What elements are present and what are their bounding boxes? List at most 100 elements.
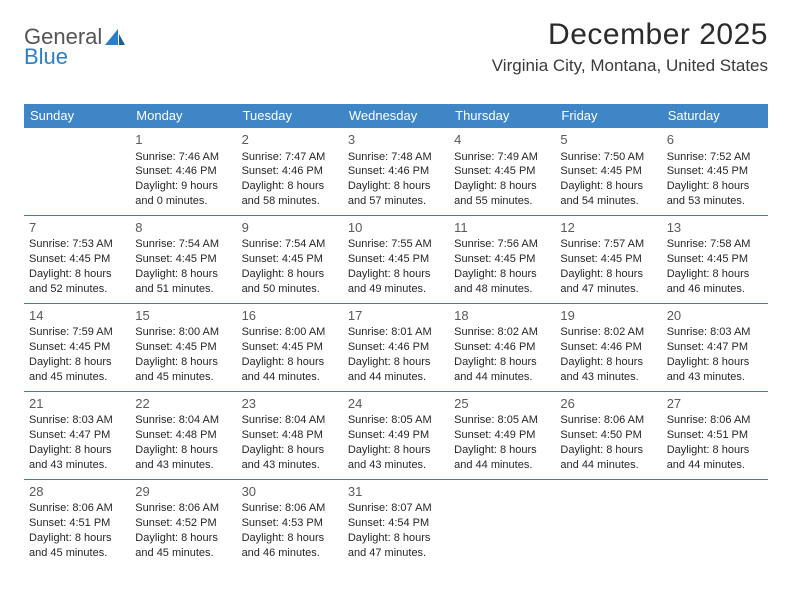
day-cell: 25Sunrise: 8:05 AMSunset: 4:49 PMDayligh… xyxy=(449,392,555,479)
day-cell: 1Sunrise: 7:46 AMSunset: 4:46 PMDaylight… xyxy=(130,128,236,215)
day-sunrise: Sunrise: 7:57 AM xyxy=(560,237,656,252)
day-sunrise: Sunrise: 8:03 AM xyxy=(29,413,125,428)
day-cell: 11Sunrise: 7:56 AMSunset: 4:45 PMDayligh… xyxy=(449,216,555,303)
day-sunrise: Sunrise: 8:04 AM xyxy=(242,413,338,428)
day-cell: 28Sunrise: 8:06 AMSunset: 4:51 PMDayligh… xyxy=(24,480,130,567)
day-sunset: Sunset: 4:46 PM xyxy=(348,340,444,355)
day-daylight: Daylight: 8 hours and 46 minutes. xyxy=(667,267,763,297)
weekday-header-row: SundayMondayTuesdayWednesdayThursdayFrid… xyxy=(24,104,768,128)
calendar: SundayMondayTuesdayWednesdayThursdayFrid… xyxy=(24,104,768,567)
day-daylight: Daylight: 8 hours and 45 minutes. xyxy=(135,531,231,561)
day-cell: 5Sunrise: 7:50 AMSunset: 4:45 PMDaylight… xyxy=(555,128,661,215)
day-sunset: Sunset: 4:45 PM xyxy=(29,340,125,355)
day-number: 11 xyxy=(454,219,550,237)
day-sunset: Sunset: 4:45 PM xyxy=(135,252,231,267)
day-daylight: Daylight: 8 hours and 47 minutes. xyxy=(560,267,656,297)
title-block: December 2025 Virginia City, Montana, Un… xyxy=(492,18,768,76)
day-daylight: Daylight: 8 hours and 44 minutes. xyxy=(348,355,444,385)
day-daylight: Daylight: 8 hours and 45 minutes. xyxy=(135,355,231,385)
day-cell: 2Sunrise: 7:47 AMSunset: 4:46 PMDaylight… xyxy=(237,128,343,215)
day-cell: 3Sunrise: 7:48 AMSunset: 4:46 PMDaylight… xyxy=(343,128,449,215)
day-sunset: Sunset: 4:45 PM xyxy=(242,252,338,267)
day-sunset: Sunset: 4:45 PM xyxy=(667,164,763,179)
day-number: 12 xyxy=(560,219,656,237)
day-sunset: Sunset: 4:50 PM xyxy=(560,428,656,443)
day-daylight: Daylight: 8 hours and 50 minutes. xyxy=(242,267,338,297)
day-number: 14 xyxy=(29,307,125,325)
day-sunset: Sunset: 4:45 PM xyxy=(29,252,125,267)
day-number: 21 xyxy=(29,395,125,413)
day-cell xyxy=(662,480,768,567)
day-number: 23 xyxy=(242,395,338,413)
day-sunrise: Sunrise: 8:06 AM xyxy=(29,501,125,516)
day-number: 25 xyxy=(454,395,550,413)
day-cell: 7Sunrise: 7:53 AMSunset: 4:45 PMDaylight… xyxy=(24,216,130,303)
day-number: 18 xyxy=(454,307,550,325)
page-subtitle: Virginia City, Montana, United States xyxy=(492,56,768,76)
day-sunrise: Sunrise: 7:46 AM xyxy=(135,150,231,165)
logo-sail-icon xyxy=(104,28,126,46)
day-sunrise: Sunrise: 8:00 AM xyxy=(242,325,338,340)
day-daylight: Daylight: 8 hours and 43 minutes. xyxy=(135,443,231,473)
weekday-header: Thursday xyxy=(449,104,555,128)
day-cell: 19Sunrise: 8:02 AMSunset: 4:46 PMDayligh… xyxy=(555,304,661,391)
day-cell: 12Sunrise: 7:57 AMSunset: 4:45 PMDayligh… xyxy=(555,216,661,303)
day-daylight: Daylight: 8 hours and 51 minutes. xyxy=(135,267,231,297)
day-sunset: Sunset: 4:48 PM xyxy=(135,428,231,443)
day-cell xyxy=(449,480,555,567)
day-sunrise: Sunrise: 8:07 AM xyxy=(348,501,444,516)
day-sunset: Sunset: 4:46 PM xyxy=(560,340,656,355)
logo-text-blue: Blue xyxy=(24,44,68,70)
day-sunrise: Sunrise: 8:06 AM xyxy=(242,501,338,516)
day-sunset: Sunset: 4:53 PM xyxy=(242,516,338,531)
day-number: 8 xyxy=(135,219,231,237)
day-cell: 6Sunrise: 7:52 AMSunset: 4:45 PMDaylight… xyxy=(662,128,768,215)
day-sunset: Sunset: 4:46 PM xyxy=(242,164,338,179)
day-daylight: Daylight: 8 hours and 54 minutes. xyxy=(560,179,656,209)
day-daylight: Daylight: 8 hours and 57 minutes. xyxy=(348,179,444,209)
day-cell: 23Sunrise: 8:04 AMSunset: 4:48 PMDayligh… xyxy=(237,392,343,479)
day-sunrise: Sunrise: 8:06 AM xyxy=(135,501,231,516)
day-daylight: Daylight: 8 hours and 44 minutes. xyxy=(667,443,763,473)
day-sunrise: Sunrise: 8:02 AM xyxy=(560,325,656,340)
day-number: 5 xyxy=(560,131,656,149)
day-sunrise: Sunrise: 8:01 AM xyxy=(348,325,444,340)
day-sunset: Sunset: 4:49 PM xyxy=(454,428,550,443)
day-number: 28 xyxy=(29,483,125,501)
day-daylight: Daylight: 8 hours and 47 minutes. xyxy=(348,531,444,561)
day-cell: 20Sunrise: 8:03 AMSunset: 4:47 PMDayligh… xyxy=(662,304,768,391)
day-sunset: Sunset: 4:54 PM xyxy=(348,516,444,531)
weekday-header: Saturday xyxy=(662,104,768,128)
day-number: 13 xyxy=(667,219,763,237)
day-cell: 18Sunrise: 8:02 AMSunset: 4:46 PMDayligh… xyxy=(449,304,555,391)
day-daylight: Daylight: 8 hours and 52 minutes. xyxy=(29,267,125,297)
day-number: 2 xyxy=(242,131,338,149)
day-number: 1 xyxy=(135,131,231,149)
day-sunrise: Sunrise: 8:06 AM xyxy=(560,413,656,428)
day-daylight: Daylight: 8 hours and 49 minutes. xyxy=(348,267,444,297)
day-number: 22 xyxy=(135,395,231,413)
day-sunset: Sunset: 4:45 PM xyxy=(135,340,231,355)
day-sunset: Sunset: 4:47 PM xyxy=(667,340,763,355)
day-sunrise: Sunrise: 7:56 AM xyxy=(454,237,550,252)
day-sunrise: Sunrise: 7:47 AM xyxy=(242,150,338,165)
day-sunset: Sunset: 4:51 PM xyxy=(29,516,125,531)
day-number: 15 xyxy=(135,307,231,325)
day-cell: 16Sunrise: 8:00 AMSunset: 4:45 PMDayligh… xyxy=(237,304,343,391)
day-sunset: Sunset: 4:45 PM xyxy=(667,252,763,267)
day-sunset: Sunset: 4:45 PM xyxy=(454,252,550,267)
day-sunrise: Sunrise: 8:05 AM xyxy=(348,413,444,428)
week-row: 1Sunrise: 7:46 AMSunset: 4:46 PMDaylight… xyxy=(24,128,768,216)
week-row: 14Sunrise: 7:59 AMSunset: 4:45 PMDayligh… xyxy=(24,304,768,392)
day-sunrise: Sunrise: 7:54 AM xyxy=(135,237,231,252)
weekday-header: Monday xyxy=(130,104,236,128)
day-daylight: Daylight: 9 hours and 0 minutes. xyxy=(135,179,231,209)
day-sunrise: Sunrise: 8:04 AM xyxy=(135,413,231,428)
day-number: 27 xyxy=(667,395,763,413)
day-cell: 26Sunrise: 8:06 AMSunset: 4:50 PMDayligh… xyxy=(555,392,661,479)
day-sunset: Sunset: 4:46 PM xyxy=(348,164,444,179)
day-sunrise: Sunrise: 7:58 AM xyxy=(667,237,763,252)
day-cell: 30Sunrise: 8:06 AMSunset: 4:53 PMDayligh… xyxy=(237,480,343,567)
day-sunrise: Sunrise: 8:02 AM xyxy=(454,325,550,340)
day-cell: 9Sunrise: 7:54 AMSunset: 4:45 PMDaylight… xyxy=(237,216,343,303)
